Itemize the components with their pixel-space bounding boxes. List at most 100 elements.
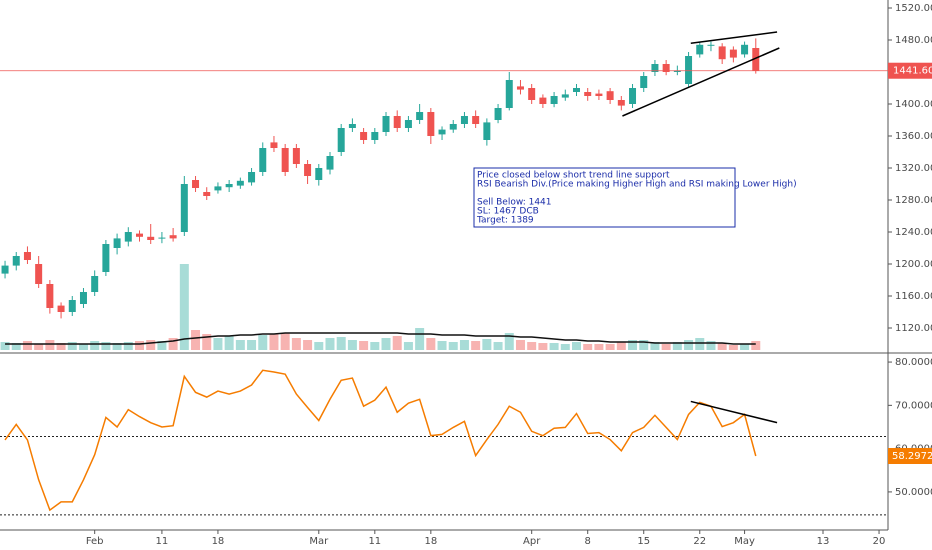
volume-bar bbox=[258, 335, 268, 350]
volume-bar bbox=[594, 344, 604, 350]
volume-bar bbox=[426, 338, 436, 350]
candle-body bbox=[752, 48, 760, 71]
candle-body bbox=[225, 184, 233, 188]
candle-body bbox=[550, 96, 558, 104]
candle-body bbox=[35, 264, 43, 284]
x-tick-label: 11 bbox=[156, 536, 169, 547]
y-tick-label: 1520.00 bbox=[895, 3, 932, 14]
x-tick-label: Apr bbox=[523, 536, 541, 547]
candle-body bbox=[12, 256, 20, 266]
candle-body bbox=[438, 129, 446, 135]
volume-bar bbox=[34, 344, 44, 350]
candle-body bbox=[416, 112, 424, 120]
volume-bar bbox=[224, 336, 234, 350]
volume-bar bbox=[235, 340, 245, 350]
volume-bar bbox=[549, 343, 559, 350]
annotation-line: RSI Bearish Div.(Price making Higher Hig… bbox=[477, 180, 797, 190]
x-tick-label: Feb bbox=[86, 536, 104, 547]
volume-bar bbox=[706, 341, 716, 350]
y-tick-label: 1400.00 bbox=[895, 99, 932, 110]
candle-body bbox=[673, 70, 681, 72]
volume-bar bbox=[381, 338, 391, 350]
candle-body bbox=[214, 186, 222, 191]
volume-bar bbox=[0, 342, 10, 350]
candle-body bbox=[102, 244, 110, 272]
volume-bar bbox=[471, 341, 481, 350]
annotation-line: Sell Below: 1441 bbox=[477, 198, 552, 208]
volume-bar bbox=[605, 344, 615, 350]
candle-body bbox=[696, 44, 704, 55]
candle-body bbox=[505, 80, 513, 108]
candle-body bbox=[561, 94, 569, 98]
y-tick-label: 1320.00 bbox=[895, 163, 932, 174]
candle-body bbox=[516, 86, 524, 90]
candle-body bbox=[23, 252, 31, 260]
candle-body bbox=[248, 172, 256, 183]
candle-body bbox=[606, 91, 614, 100]
volume-bar bbox=[179, 264, 189, 350]
volume-bar bbox=[191, 330, 201, 350]
volume-bar bbox=[571, 342, 581, 350]
volume-bar bbox=[135, 341, 145, 350]
candle-body bbox=[707, 44, 715, 46]
volume-bar bbox=[45, 340, 55, 350]
volume-bar bbox=[202, 334, 212, 350]
y-tick-label: 1120.00 bbox=[895, 323, 932, 334]
candle-body bbox=[449, 124, 457, 130]
rsi-last-label: 58.2972 bbox=[892, 451, 932, 462]
volume-bar bbox=[269, 334, 279, 350]
volume-bar bbox=[347, 340, 357, 350]
candle-body bbox=[113, 238, 121, 248]
volume-bar bbox=[291, 338, 301, 350]
candle-body bbox=[617, 100, 625, 106]
volume-bar bbox=[157, 341, 167, 350]
volume-bar bbox=[67, 342, 77, 350]
candle-body bbox=[46, 284, 54, 308]
volume-bar bbox=[392, 336, 402, 350]
volume-bar bbox=[90, 341, 100, 350]
volume-bar bbox=[146, 340, 156, 350]
volume-bar bbox=[560, 344, 570, 350]
candle-body bbox=[629, 88, 637, 104]
candle-body bbox=[718, 46, 726, 60]
candle-body bbox=[281, 148, 289, 172]
candle-body bbox=[382, 116, 390, 132]
x-tick-label: 13 bbox=[817, 536, 830, 547]
volume-bar bbox=[504, 333, 514, 350]
y-tick-label: 1480.00 bbox=[895, 35, 932, 46]
candle-body bbox=[236, 180, 244, 186]
candle-body bbox=[729, 49, 737, 58]
candle-body bbox=[404, 120, 412, 128]
volume-bar bbox=[527, 342, 537, 350]
x-tick-label: Mar bbox=[309, 536, 329, 547]
trendline bbox=[622, 47, 780, 117]
candle-body bbox=[292, 148, 300, 164]
candle-body bbox=[651, 64, 659, 72]
x-tick-label: 18 bbox=[424, 536, 437, 547]
volume-bar bbox=[672, 342, 682, 350]
rsi-line bbox=[4, 369, 757, 512]
volume-bar bbox=[583, 344, 593, 350]
y-tick-label: 1240.00 bbox=[895, 227, 932, 238]
candle-body bbox=[741, 44, 749, 55]
volume-bar bbox=[728, 345, 738, 350]
x-tick-label: 8 bbox=[585, 536, 591, 547]
volume-bar bbox=[751, 341, 761, 350]
volume-bar bbox=[168, 338, 178, 350]
candle-body bbox=[147, 236, 155, 240]
candle-body bbox=[572, 88, 580, 92]
last-price-label: 1441.60 bbox=[893, 66, 932, 77]
volume-bar bbox=[213, 338, 223, 350]
rsi-tick-label: 50.0000 bbox=[895, 487, 932, 498]
volume-bar bbox=[314, 342, 324, 350]
volume-bar bbox=[78, 344, 88, 350]
candle-body bbox=[360, 132, 368, 140]
candle-body bbox=[192, 180, 200, 188]
candle-body bbox=[203, 192, 211, 196]
volume-bar bbox=[482, 339, 492, 350]
candle-body bbox=[662, 64, 670, 72]
candle-body bbox=[371, 132, 379, 140]
volume-bar bbox=[415, 328, 425, 350]
